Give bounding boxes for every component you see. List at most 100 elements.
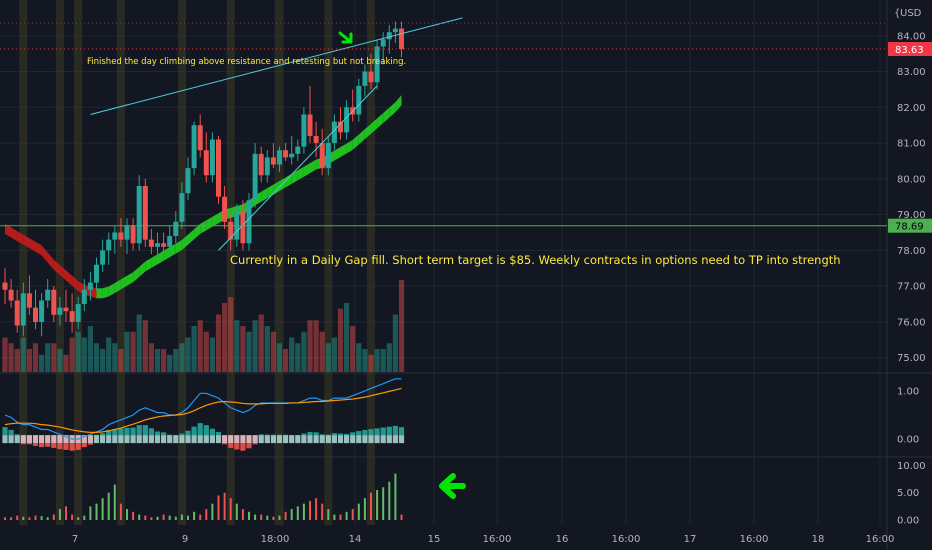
- volume-bar: [100, 349, 106, 372]
- oscillator-bar: [339, 514, 342, 520]
- macd-hist-bar: [51, 435, 57, 444]
- oscillator-bar: [144, 515, 147, 520]
- ribbon-segment: [188, 229, 195, 245]
- volume-bar: [252, 320, 258, 372]
- macd-hist-bar: [234, 435, 240, 444]
- volume-bar: [398, 280, 405, 372]
- time-tick-label: 14: [349, 534, 362, 545]
- volume-bar: [240, 326, 246, 372]
- oscillator-bar: [272, 516, 275, 520]
- macd-hist-bar: [26, 443, 32, 445]
- macd-hist-bar: [45, 435, 51, 444]
- macd-hist-bar: [130, 427, 136, 436]
- oscillator-bar: [46, 517, 49, 520]
- ribbon-segment: [181, 234, 188, 251]
- ribbon-segment: [310, 159, 317, 174]
- oscillator-bar: [351, 509, 354, 520]
- macd-hist-bar: [173, 435, 179, 444]
- macd-hist-bar: [301, 433, 307, 436]
- macd-hist-bar: [179, 433, 185, 436]
- osc-tick-label: 0.00: [897, 516, 919, 527]
- macd-hist-bar: [191, 426, 197, 436]
- oscillator-bar: [162, 514, 165, 520]
- volume-bar: [51, 343, 57, 372]
- candle-body: [283, 150, 289, 158]
- volume-bar: [87, 326, 93, 372]
- macd-hist-bar: [325, 435, 331, 444]
- macd-hist-bar: [258, 435, 264, 444]
- macd-hist-bar: [398, 427, 405, 436]
- candle-body: [392, 28, 398, 33]
- volume-bar: [124, 331, 130, 372]
- macd-hist-bar: [106, 429, 112, 436]
- top-annotation: Finished the day climbing above resistan…: [87, 57, 406, 67]
- volume-bar: [185, 337, 191, 372]
- oscillator-bar: [40, 516, 43, 520]
- candle-body: [386, 32, 392, 40]
- oscillator-bar: [132, 511, 135, 520]
- macd-hist-bar: [2, 435, 8, 444]
- highlight-band: [177, 0, 186, 525]
- price-tick-label: 82.00: [897, 103, 926, 114]
- ribbon-segment: [163, 247, 170, 261]
- volume-bar: [32, 343, 39, 372]
- wedge-lower-line: [218, 85, 378, 251]
- price-tick-label: 81.00: [897, 139, 926, 150]
- price-tick-label: 75.00: [897, 353, 926, 364]
- candle-body: [118, 232, 124, 240]
- volume-bar: [81, 337, 87, 372]
- macd-hist-bar: [148, 428, 154, 436]
- ribbon-segment: [285, 173, 292, 188]
- macd-hist-bar: [32, 435, 39, 444]
- highlight-band: [367, 0, 375, 525]
- oscillator-bar: [199, 514, 202, 520]
- volume-bar: [234, 320, 240, 372]
- candle-body: [33, 307, 38, 322]
- macd-hist-bar: [301, 435, 307, 444]
- axes: 84.00 83.00 82.00 81.00 80.00 79.00 78.00 77.00…: [72, 31, 932, 545]
- price-tick-label: 83.00: [897, 67, 926, 78]
- highlight-band: [19, 0, 28, 525]
- ribbon-segment: [334, 147, 341, 161]
- time-tick-label: 16:00: [483, 534, 512, 545]
- ribbon-segment: [41, 245, 48, 263]
- candle-body: [106, 239, 112, 251]
- volume-bar: [368, 354, 374, 372]
- candle-body: [63, 307, 69, 312]
- macd-hist-bar: [392, 425, 398, 436]
- candle-body: [313, 135, 319, 144]
- volume-bar: [20, 337, 26, 372]
- macd-hist-bar: [100, 435, 106, 444]
- candle-body: [228, 221, 234, 240]
- volume-bar: [2, 337, 8, 372]
- volume-bar: [283, 349, 289, 372]
- price-tick-label: 79.00: [897, 210, 926, 221]
- macd-hist-bar: [240, 443, 246, 451]
- oscillator-bar: [10, 517, 13, 520]
- osc-tick-label: 5.00: [897, 488, 919, 499]
- time-tick-label: 16:00: [612, 534, 641, 545]
- candle-body: [258, 153, 264, 176]
- candle-body: [246, 200, 252, 244]
- oscillator-bar: [363, 498, 366, 520]
- macd-hist-bar: [374, 435, 380, 444]
- macd-hist-bar: [392, 435, 398, 444]
- volume-bar: [57, 349, 63, 372]
- macd-hist-bar: [313, 435, 319, 444]
- highlight-band: [116, 0, 125, 525]
- ribbon-segment: [17, 231, 24, 245]
- volume-bar: [386, 343, 392, 372]
- macd-hist-bar: [93, 435, 100, 444]
- macd-hist-bar: [234, 443, 240, 450]
- macd-hist-bar: [209, 428, 215, 436]
- ribbon-segment: [371, 118, 378, 134]
- ribbon-segment: [47, 252, 54, 270]
- macd-hist-bar: [185, 435, 191, 444]
- oscillator-bar: [357, 503, 360, 520]
- volume-bar: [197, 320, 203, 372]
- oscillator-bar: [290, 509, 293, 520]
- highlight-band: [55, 0, 64, 525]
- ribbon-segment: [139, 261, 146, 277]
- macd-hist-bar: [197, 423, 203, 436]
